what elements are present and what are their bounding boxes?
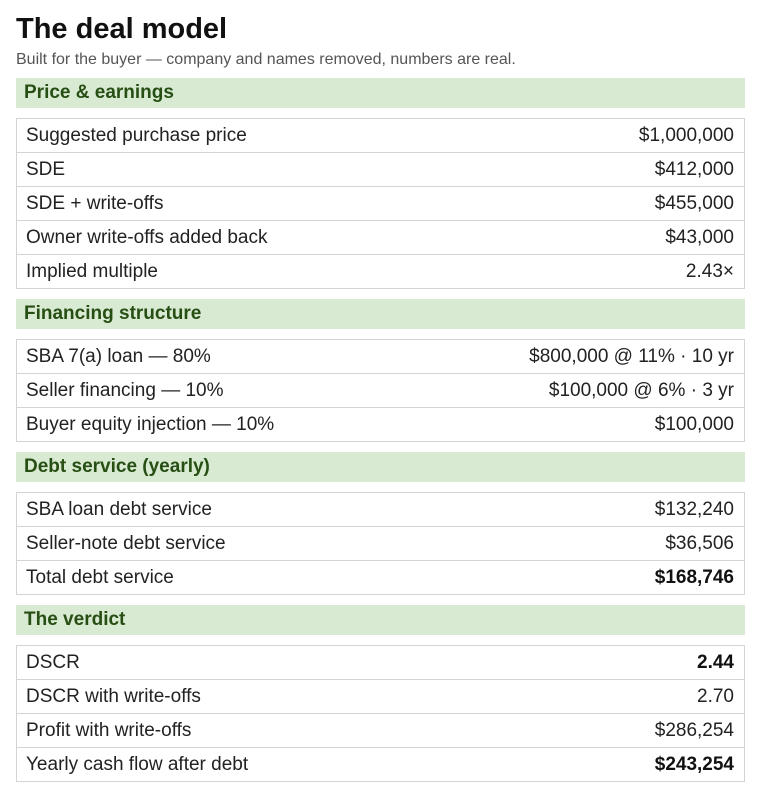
page-title: The deal model bbox=[16, 13, 228, 45]
table-row: Yearly cash flow after debt $243,254 bbox=[17, 747, 744, 781]
table-row: Owner write-offs added back $43,000 bbox=[17, 220, 744, 254]
row-label: Buyer equity injection — 10% bbox=[26, 413, 275, 435]
row-value: 2.43× bbox=[685, 260, 734, 282]
table-row: Implied multiple 2.43× bbox=[17, 254, 744, 288]
section-price-earnings: Price & earnings Suggested purchase price… bbox=[16, 78, 745, 289]
section-the-verdict: The verdict DSCR 2.44 DSCR with write-offs 2… bbox=[16, 605, 745, 782]
row-value: $286,254 bbox=[654, 719, 734, 741]
row-value: $1,000,000 bbox=[638, 124, 734, 146]
table-row: Seller financing — 10% $100,000 @ 6% · 3 … bbox=[17, 373, 744, 407]
table-row: DSCR 2.44 bbox=[17, 646, 744, 679]
section-financing-structure: Financing structure SBA 7(a) loan — 80% $8… bbox=[16, 299, 745, 442]
section-header: The verdict bbox=[16, 605, 745, 635]
row-label: Total debt service bbox=[26, 566, 174, 588]
row-label: SBA loan debt service bbox=[26, 498, 212, 520]
row-value: $43,000 bbox=[665, 226, 734, 248]
row-label: SDE + write-offs bbox=[26, 192, 164, 214]
page-subtitle: Built for the buyer — company and names … bbox=[16, 51, 516, 68]
row-label: SBA 7(a) loan — 80% bbox=[26, 345, 211, 367]
row-label: SDE bbox=[26, 158, 66, 180]
row-label: Yearly cash flow after debt bbox=[26, 753, 249, 775]
row-label: Profit with write-offs bbox=[26, 719, 192, 741]
section-header: Debt service (yearly) bbox=[16, 452, 745, 482]
row-value: $800,000 @ 11% · 10 yr bbox=[529, 345, 734, 367]
row-value: $455,000 bbox=[654, 192, 734, 214]
row-value: $132,240 bbox=[654, 498, 734, 520]
row-label: Seller-note debt service bbox=[26, 532, 226, 554]
section-table: SBA 7(a) loan — 80% $800,000 @ 11% · 10 y… bbox=[16, 339, 745, 442]
table-row: Buyer equity injection — 10% $100,000 bbox=[17, 407, 744, 441]
table-row: Seller-note debt service $36,506 bbox=[17, 526, 744, 560]
row-value: $100,000 bbox=[654, 413, 734, 435]
table-row: Suggested purchase price $1,000,000 bbox=[17, 119, 744, 152]
row-value: $243,254 bbox=[654, 753, 734, 775]
table-row: SDE + write-offs $455,000 bbox=[17, 186, 744, 220]
table-row: SBA 7(a) loan — 80% $800,000 @ 11% · 10 y… bbox=[17, 340, 744, 373]
section-header: Financing structure bbox=[16, 299, 745, 329]
row-value: 2.70 bbox=[697, 685, 734, 707]
row-value: $100,000 @ 6% · 3 yr bbox=[548, 379, 734, 401]
section-table: DSCR 2.44 DSCR with write-offs 2.70 Profit w… bbox=[16, 645, 745, 782]
row-value: $36,506 bbox=[665, 532, 734, 554]
sections-container: Price & earnings Suggested purchase price… bbox=[16, 78, 745, 782]
section-debt-service-yearly: Debt service (yearly) SBA loan debt servi… bbox=[16, 452, 745, 595]
row-label: Seller financing — 10% bbox=[26, 379, 224, 401]
row-value: $412,000 bbox=[654, 158, 734, 180]
table-row: DSCR with write-offs 2.70 bbox=[17, 679, 744, 713]
row-label: Suggested purchase price bbox=[26, 124, 247, 146]
section-table: Suggested purchase price $1,000,000 SDE $41… bbox=[16, 118, 745, 289]
row-label: Implied multiple bbox=[26, 260, 158, 282]
row-value: 2.44 bbox=[697, 651, 734, 673]
table-row: SBA loan debt service $132,240 bbox=[17, 493, 744, 526]
section-table: SBA loan debt service $132,240 Seller-note… bbox=[16, 492, 745, 595]
row-label: DSCR bbox=[26, 651, 80, 673]
row-label: Owner write-offs added back bbox=[26, 226, 268, 248]
section-header: Price & earnings bbox=[16, 78, 745, 108]
table-row: SDE $412,000 bbox=[17, 152, 744, 186]
row-label: DSCR with write-offs bbox=[26, 685, 201, 707]
row-value: $168,746 bbox=[654, 566, 734, 588]
table-row: Profit with write-offs $286,254 bbox=[17, 713, 744, 747]
table-row: Total debt service $168,746 bbox=[17, 560, 744, 594]
